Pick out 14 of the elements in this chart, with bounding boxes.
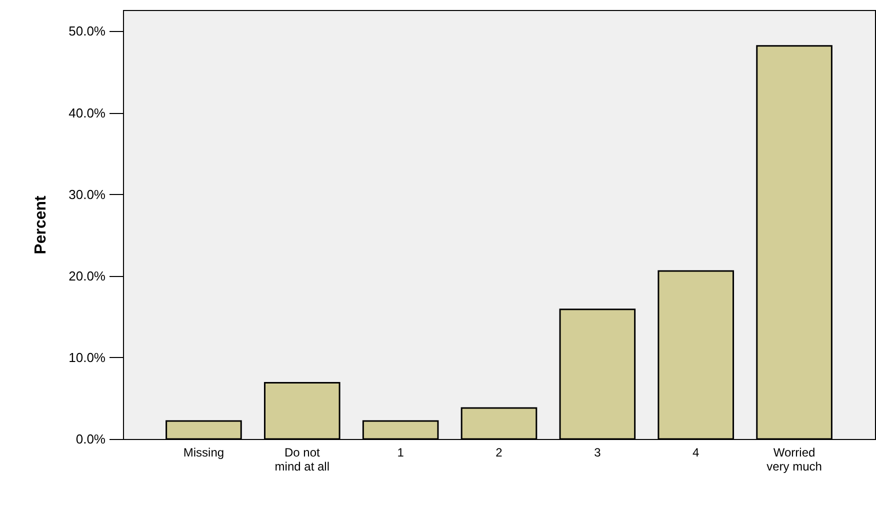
x-tick-label: 3 <box>594 446 602 460</box>
x-tick-label: 1 <box>397 446 404 460</box>
x-tick-label: 4 <box>692 446 700 460</box>
y-tick-label: 20.0% <box>68 268 106 284</box>
x-tick-label: Do not mind at all <box>274 446 330 474</box>
y-tick-label: 40.0% <box>68 105 106 120</box>
y-tick-label: 50.0% <box>68 24 106 39</box>
y-tick-label: 10.0% <box>68 350 106 365</box>
x-tick-label: Worried very much <box>766 446 822 474</box>
x-tick-label: 2 <box>496 446 503 460</box>
y-axis-title: Percent <box>32 194 50 254</box>
y-tick-label: 0.0% <box>76 432 106 446</box>
y-tick-label: 30.0% <box>68 186 106 202</box>
x-tick-label: Missing <box>183 446 224 460</box>
